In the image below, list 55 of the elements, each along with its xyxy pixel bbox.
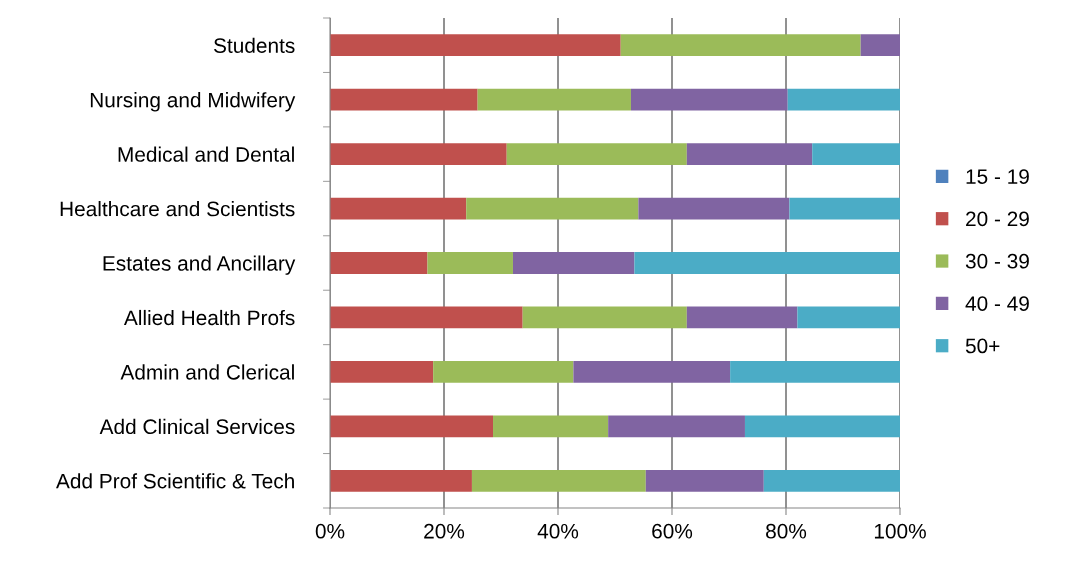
legend-label: 50+	[965, 338, 1000, 354]
y-tick-label: Healthcare and Scientists	[60, 201, 295, 217]
bar	[330, 197, 467, 220]
bar	[433, 361, 574, 383]
bar	[789, 197, 900, 220]
x-tick-label: 60%	[652, 523, 693, 539]
bar	[620, 34, 861, 57]
bar	[744, 415, 900, 438]
bar	[466, 197, 639, 220]
legend-label: 20 - 29	[966, 211, 1029, 227]
bar	[522, 306, 687, 329]
y-tick-label: Nursing and Midwifery	[90, 92, 296, 112]
bar	[330, 88, 478, 111]
y-tick-label: Add Prof Scientific & Tech	[56, 473, 294, 489]
y-tick-label: Students	[214, 37, 295, 53]
bar	[330, 252, 428, 274]
bar	[471, 469, 646, 492]
legend-label: 30 - 39	[965, 253, 1029, 269]
y-tick-label: Admin and Clerical	[120, 364, 294, 380]
bar	[638, 197, 790, 220]
bar	[797, 306, 900, 329]
y-tick-label: Estates and Ancillary	[103, 255, 296, 275]
y-tick-label: Allied Health Profs	[123, 309, 295, 326]
bar	[330, 143, 507, 165]
bar	[330, 469, 472, 492]
bar	[634, 252, 900, 274]
legend-label: 15 - 19	[966, 169, 1029, 184]
x-tick-label: 0%	[315, 523, 345, 539]
bar	[477, 88, 631, 111]
bar	[608, 415, 745, 438]
bar	[512, 252, 635, 274]
x-tick-label: 20%	[424, 523, 465, 539]
bar	[506, 143, 687, 165]
y-tick-label: Medical and Dental	[118, 146, 294, 162]
bar	[493, 415, 609, 438]
bar	[630, 88, 788, 111]
bar	[573, 361, 731, 383]
bar	[812, 143, 900, 165]
bar	[427, 252, 513, 274]
bar	[686, 143, 813, 165]
x-tick-label: 80%	[766, 523, 807, 539]
bar	[330, 361, 434, 383]
bar	[730, 361, 900, 383]
x-tick-label: 100%	[874, 523, 926, 539]
x-tick-label: 40%	[537, 523, 579, 539]
y-tick-label: Add Clinical Services	[99, 418, 295, 435]
bar	[645, 469, 764, 492]
bar	[860, 34, 900, 57]
bar	[330, 415, 494, 438]
bar	[787, 88, 900, 111]
legend-label: 40 - 49	[965, 296, 1029, 311]
bar	[330, 306, 523, 329]
bar	[763, 469, 900, 492]
bar	[330, 34, 621, 57]
bar	[686, 306, 798, 329]
